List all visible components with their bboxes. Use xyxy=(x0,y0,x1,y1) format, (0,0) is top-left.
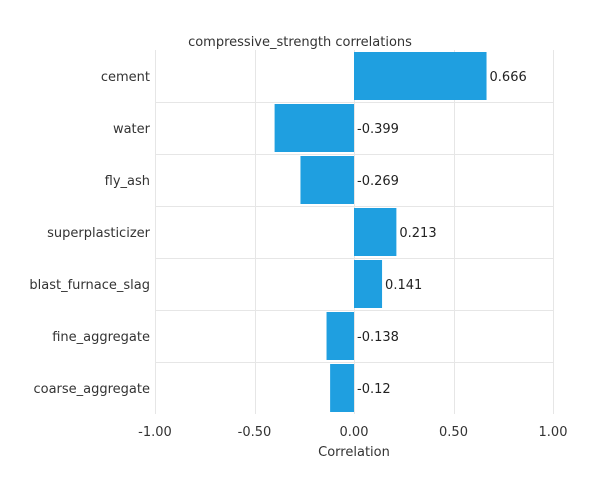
x-tick-label: -1.00 xyxy=(138,425,172,440)
x-tick-labels: -1.00 -0.50 0.00 0.50 1.00 xyxy=(138,425,567,440)
value-label: -0.138 xyxy=(357,330,399,345)
bars xyxy=(274,52,487,412)
bar-blast-furnace-slag xyxy=(354,260,383,308)
category-label: blast_furnace_slag xyxy=(29,278,150,293)
bar-superplasticizer xyxy=(354,208,397,256)
bar-coarse-aggregate xyxy=(330,364,354,412)
category-label: cement xyxy=(101,70,150,85)
x-axis-label: Correlation xyxy=(318,445,390,460)
value-label: -0.269 xyxy=(357,174,399,189)
category-label: fine_aggregate xyxy=(52,330,150,345)
x-tick-label: 1.00 xyxy=(539,425,568,440)
bar-cement xyxy=(354,52,487,100)
x-tick-label: -0.50 xyxy=(238,425,272,440)
bar-fine-aggregate xyxy=(326,312,354,360)
value-label: -0.12 xyxy=(357,382,391,397)
chart-title: compressive_strength correlations xyxy=(188,35,412,50)
category-label: water xyxy=(113,122,151,137)
grid-lines xyxy=(155,50,554,414)
value-label: 0.213 xyxy=(399,226,436,241)
bar-fly-ash xyxy=(300,156,354,204)
x-tick-label: 0.50 xyxy=(439,425,468,440)
value-label: 0.141 xyxy=(385,278,422,293)
category-label: fly_ash xyxy=(105,174,150,189)
category-label: superplasticizer xyxy=(47,226,151,241)
bar-water xyxy=(274,104,354,152)
value-label: 0.666 xyxy=(490,70,527,85)
value-labels: 0.666 -0.399 -0.269 0.213 0.141 -0.138 -0.12 xyxy=(357,70,527,397)
value-label: -0.399 xyxy=(357,122,399,137)
category-labels: cement water fly_ash superplasticizer blast_… xyxy=(29,70,150,397)
category-label: coarse_aggregate xyxy=(33,382,150,397)
x-tick-label: 0.00 xyxy=(340,425,369,440)
